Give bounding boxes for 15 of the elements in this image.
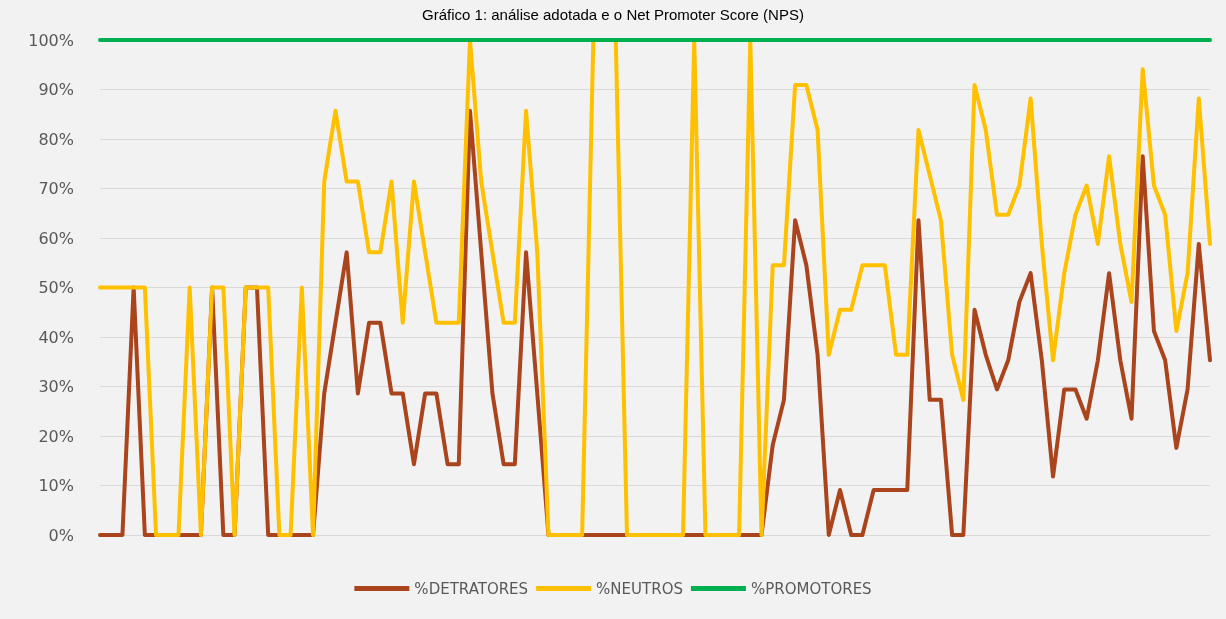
legend-label: %PROMOTORES (750, 579, 872, 598)
chart-title: Gráfico 1: análise adotada e o Net Promoter Score (NPS) (422, 6, 804, 23)
y-tick-label: 10% (38, 476, 74, 495)
y-tick-label: 80% (38, 129, 74, 149)
legend-label: %NEUTROS (596, 579, 683, 598)
y-tick-label: 0% (48, 525, 74, 545)
y-tick-label: 100% (28, 30, 74, 50)
y-tick-label: 90% (38, 80, 74, 99)
y-tick-label: 40% (38, 327, 74, 347)
y-tick-label: 20% (38, 426, 74, 446)
y-tick-label: 50% (38, 278, 74, 297)
y-tick-label: 30% (38, 377, 74, 396)
y-tick-label: 70% (38, 179, 74, 198)
legend-label: %DETRATORES (414, 579, 529, 598)
y-tick-label: 60% (38, 228, 74, 248)
